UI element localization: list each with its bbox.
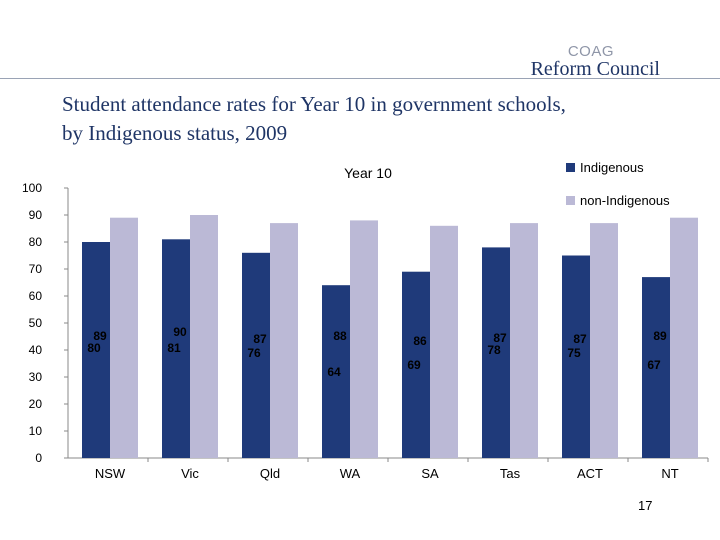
data-label-non-indigenous: 87 bbox=[253, 332, 267, 346]
y-tick-label: 20 bbox=[29, 397, 43, 411]
legend: Indigenous non-Indigenous bbox=[566, 160, 670, 208]
logo-coag-text: COAG bbox=[567, 43, 614, 60]
legend-label: Indigenous bbox=[580, 160, 644, 175]
slide-title-line-1: Student attendance rates for Year 10 in … bbox=[62, 92, 566, 116]
y-tick-label: 0 bbox=[35, 451, 42, 465]
bar-non-indigenous bbox=[270, 223, 298, 458]
bar-non-indigenous bbox=[190, 215, 218, 458]
bar-indigenous bbox=[322, 285, 350, 458]
y-tick-label: 10 bbox=[29, 424, 43, 438]
header-divider bbox=[0, 78, 720, 79]
bar-non-indigenous bbox=[670, 217, 698, 458]
chart-title: Year 10 bbox=[344, 165, 392, 181]
y-tick-label: 100 bbox=[22, 181, 42, 195]
data-label-indigenous: 76 bbox=[247, 346, 261, 360]
x-tick-label: WA bbox=[340, 466, 361, 481]
y-tick-label: 40 bbox=[29, 343, 43, 357]
y-tick-label: 60 bbox=[29, 289, 43, 303]
bar-non-indigenous bbox=[510, 223, 538, 458]
bar-non-indigenous bbox=[350, 220, 378, 458]
bars bbox=[82, 215, 698, 458]
data-label-indigenous: 78 bbox=[487, 343, 501, 357]
bar-indigenous bbox=[482, 247, 510, 458]
legend-label: non-Indigenous bbox=[580, 193, 670, 208]
data-label-non-indigenous: 89 bbox=[653, 329, 667, 343]
x-tick-label: Tas bbox=[500, 466, 521, 481]
x-tick-label: SA bbox=[421, 466, 439, 481]
x-tick-label: Vic bbox=[181, 466, 199, 481]
slide-title-line-2: by Indigenous status, 2009 bbox=[62, 121, 288, 145]
y-axis: 0 10 20 30 40 50 60 70 80 90 100 NSW Vic Qld WA SA Tas AC… bbox=[22, 181, 709, 481]
bar-non-indigenous bbox=[590, 223, 618, 458]
data-label-non-indigenous: 86 bbox=[413, 334, 427, 348]
y-tick-label: 80 bbox=[29, 235, 43, 249]
legend-swatch bbox=[566, 196, 575, 205]
bar-non-indigenous bbox=[110, 217, 138, 458]
data-label-non-indigenous: 87 bbox=[493, 331, 507, 345]
bar-indigenous bbox=[562, 255, 590, 458]
data-label-indigenous: 80 bbox=[87, 341, 101, 355]
x-tick-label: NSW bbox=[95, 466, 126, 481]
bar-indigenous bbox=[82, 242, 110, 458]
slide-title: Student attendance rates for Year 10 in … bbox=[62, 90, 682, 148]
bar-non-indigenous bbox=[430, 225, 458, 458]
data-label-non-indigenous: 89 bbox=[93, 329, 107, 343]
data-label-indigenous: 69 bbox=[407, 358, 421, 372]
logo-reform-council-text: Reform Council bbox=[530, 58, 660, 80]
y-tick-label: 50 bbox=[29, 316, 43, 330]
page-number: 17 bbox=[638, 498, 653, 513]
bar-indigenous bbox=[162, 239, 190, 458]
bar-indigenous bbox=[402, 271, 430, 458]
x-tick-label: ACT bbox=[577, 466, 603, 481]
data-label-non-indigenous: 90 bbox=[173, 325, 187, 339]
data-label-non-indigenous: 88 bbox=[333, 329, 347, 343]
data-label-indigenous: 64 bbox=[327, 365, 341, 379]
legend-swatch bbox=[566, 163, 575, 172]
data-label-indigenous: 81 bbox=[167, 341, 181, 355]
bar-indigenous bbox=[242, 252, 270, 458]
y-tick-label: 30 bbox=[29, 370, 43, 384]
x-tick-label: NT bbox=[661, 466, 678, 481]
data-label-indigenous: 67 bbox=[647, 358, 661, 372]
x-tick-label: Qld bbox=[260, 466, 280, 481]
y-tick-label: 90 bbox=[29, 208, 43, 222]
data-label-indigenous: 75 bbox=[567, 346, 581, 360]
bar-indigenous bbox=[642, 277, 670, 458]
y-tick-label: 70 bbox=[29, 262, 43, 276]
data-label-non-indigenous: 87 bbox=[573, 332, 587, 346]
coag-logo: COAG Reform Council bbox=[531, 44, 660, 79]
